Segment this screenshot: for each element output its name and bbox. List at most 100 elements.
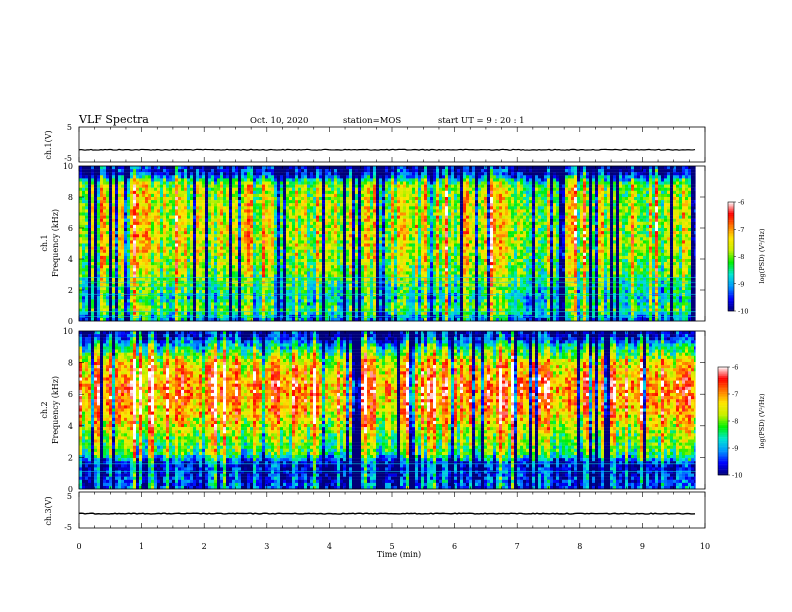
spectrogram-cell (358, 231, 362, 235)
spectrogram-cell (91, 283, 95, 288)
spectrogram-cell (283, 240, 287, 244)
spectrogram-cell (358, 221, 362, 226)
spectrogram-cell (199, 246, 203, 250)
spectrogram-cell (352, 203, 356, 207)
spectrogram-cell (271, 277, 275, 281)
spectrogram-cell (325, 283, 329, 288)
spectrogram-cell (109, 274, 113, 278)
spectrogram-cell (106, 240, 110, 244)
spectrogram-cell (124, 218, 128, 222)
spectrogram-cell (286, 283, 290, 288)
spectrogram-cell (265, 246, 269, 250)
spectrogram-cell (292, 178, 296, 182)
spectrogram-cell (319, 262, 323, 266)
spectrogram-cell (235, 193, 239, 198)
spectrogram-cell (235, 290, 239, 294)
spectrogram-cell (316, 200, 320, 204)
spectrogram-cell (346, 231, 350, 235)
spectrogram-cell (157, 262, 161, 266)
spectrogram-cell (358, 265, 362, 269)
spectrogram-cell (316, 290, 320, 294)
spectrogram-cell (241, 234, 245, 238)
spectrogram-cell (124, 224, 128, 229)
spectrogram-cell (178, 203, 182, 207)
spectrogram-cell (319, 268, 323, 272)
spectrogram-cell (361, 317, 365, 322)
spectrogram-cell (289, 178, 293, 182)
spectrogram-cell (223, 274, 227, 278)
spectrogram-cell (196, 206, 200, 210)
spectrogram-cell (334, 234, 338, 238)
spectrogram-cell (334, 305, 338, 309)
spectrogram-cell (106, 311, 110, 315)
spectrogram-cell (151, 181, 155, 185)
spectrogram-cell (103, 317, 107, 322)
spectrogram-cell (304, 299, 308, 303)
spectrogram-cell (97, 178, 101, 182)
spectrogram-cell (304, 271, 308, 275)
spectrogram-cell (316, 166, 320, 170)
spectrogram-cell (121, 296, 125, 300)
spectrogram-cell (208, 268, 212, 272)
spectrogram-cell (292, 271, 296, 275)
spectrogram-cell (346, 166, 350, 170)
spectrogram-cell (346, 243, 350, 247)
spectrogram-cell (247, 221, 251, 226)
spectrogram-cell (283, 234, 287, 238)
spectrogram-cell (337, 203, 341, 207)
spectrogram-cell (148, 193, 152, 198)
spectrogram-cell (148, 259, 152, 263)
spectrogram-cell (289, 175, 293, 179)
spectrogram-cell (190, 271, 194, 275)
spectrogram-cell (190, 299, 194, 303)
spectrogram-cell (256, 259, 260, 263)
spectrogram-cell (364, 187, 368, 191)
spectrogram-cell (271, 228, 275, 232)
spectrogram-cell (106, 249, 110, 253)
spectrogram-cell (340, 218, 344, 222)
spectrogram-cell (151, 215, 155, 219)
spectrogram-cell (115, 172, 119, 176)
spectrogram-cell (79, 252, 83, 257)
spectrogram-cell (298, 218, 302, 222)
spectrogram-cell (229, 259, 233, 263)
spectrogram-cell (283, 243, 287, 247)
spectrogram-cell (97, 197, 101, 201)
spectrogram-cell (349, 175, 353, 179)
spectrogram-cell (190, 268, 194, 272)
spectrogram-cell (151, 172, 155, 176)
spectrogram-cell (364, 240, 368, 244)
spectrogram-cell (166, 240, 170, 244)
spectrogram-cell (358, 224, 362, 229)
spectrogram-cell (289, 317, 293, 322)
spectrogram-cell (103, 215, 107, 219)
spectrogram-cell (355, 228, 359, 232)
spectrogram-cell (346, 283, 350, 288)
spectrogram-cell (268, 206, 272, 210)
spectrogram-cell (229, 271, 233, 275)
spectrogram-cell (133, 237, 137, 241)
spectrogram-cell (190, 218, 194, 222)
spectrogram-cell (271, 193, 275, 198)
spectrogram-cell (151, 166, 155, 170)
spectrogram-cell (172, 305, 176, 309)
spectrogram-cell (160, 308, 164, 312)
spectrogram-cell (202, 308, 206, 312)
spectrogram-cell (133, 234, 137, 238)
spectrogram-cell (112, 203, 116, 207)
spectrogram-cell (349, 218, 353, 222)
spectrogram-cell (190, 184, 194, 188)
spectrogram-cell (91, 302, 95, 306)
spectrogram-cell (226, 203, 230, 207)
spectrogram-cell (85, 246, 89, 250)
spectrogram-cell (103, 184, 107, 188)
spectrogram-cell (274, 203, 278, 207)
spectrogram-cell (307, 200, 311, 204)
spectrogram-cell (106, 172, 110, 176)
spectrogram-cell (259, 228, 263, 232)
spectrogram-cell (178, 169, 182, 173)
spectrogram-cell (250, 308, 254, 312)
spectrogram-cell (307, 243, 311, 247)
spectrogram-cell (82, 243, 86, 247)
spectrogram-cell (94, 240, 98, 244)
